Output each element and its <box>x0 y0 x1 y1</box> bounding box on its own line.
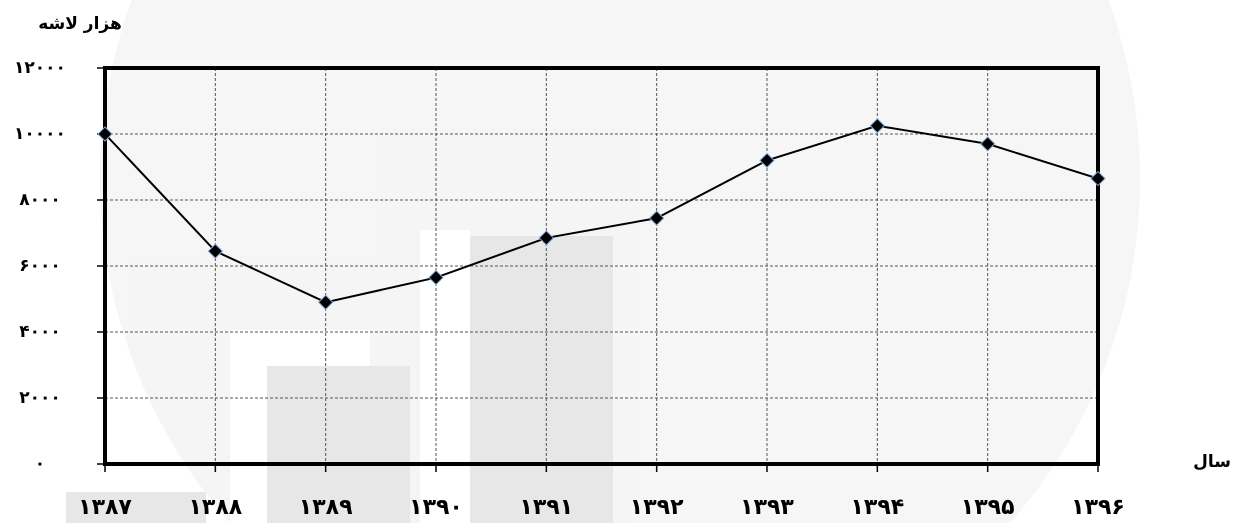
point <box>207 243 224 259</box>
x-axis-title: سال <box>1193 452 1231 472</box>
plot-border <box>103 66 1100 466</box>
point <box>869 118 886 134</box>
x-tick-label: ۱۳۸۹ <box>299 495 353 520</box>
y-tick-label: ۱۲۰۰۰ <box>14 58 66 78</box>
x-tick-label: ۱۳۹۰ <box>409 495 463 520</box>
y-tick-label: ۶۰۰۰ <box>19 256 61 276</box>
x-tick-label: ۱۳۹۵ <box>961 495 1015 520</box>
watermark <box>66 0 1140 523</box>
y-tick-label: ۸۰۰۰ <box>19 190 61 210</box>
y-tick-label: ۱۰۰۰۰ <box>14 124 66 144</box>
y-axis-title: هزار لاشه <box>38 14 122 34</box>
x-tick-label: ۱۳۹۴ <box>850 495 904 520</box>
x-tick-label: ۱۳۹۳ <box>740 495 794 520</box>
x-tick-label: ۱۳۹۶ <box>1071 495 1125 520</box>
y-tick-label: ۴۰۰۰ <box>19 322 61 342</box>
y-tick-label: ۰ <box>35 454 45 474</box>
line <box>104 124 1099 304</box>
point <box>428 269 444 286</box>
point <box>538 230 555 246</box>
point <box>759 152 775 169</box>
point <box>1090 170 1106 187</box>
point <box>648 210 665 226</box>
point <box>317 294 334 311</box>
x-tick-label: ۱۳۸۷ <box>78 495 132 520</box>
x-tick-label: ۱۳۸۸ <box>188 495 242 520</box>
y-tick-label: ۲۰۰۰ <box>19 388 61 408</box>
point <box>97 126 113 142</box>
point <box>979 136 996 152</box>
x-tick-label: ۱۳۹۱ <box>519 495 573 520</box>
x-tick-label: ۱۳۹۲ <box>630 495 684 520</box>
